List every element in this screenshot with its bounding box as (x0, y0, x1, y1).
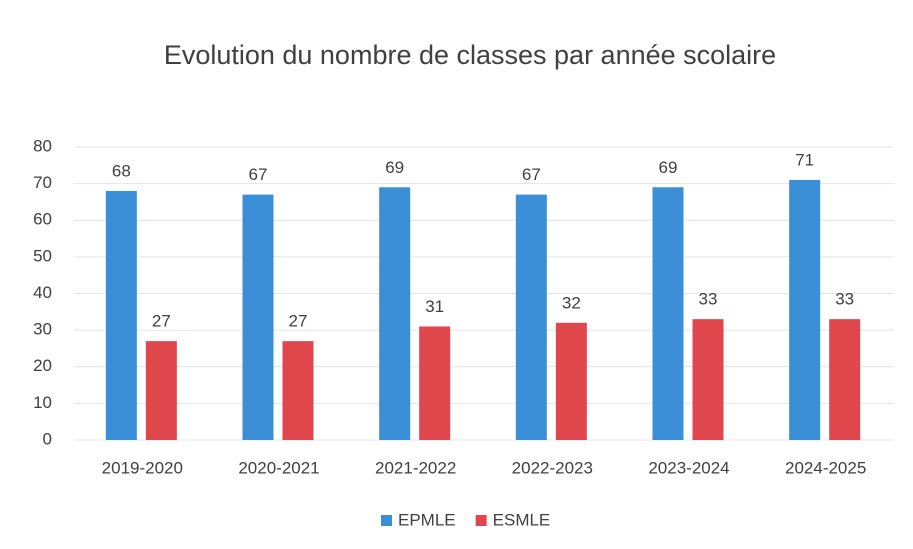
y-tick-label: 30 (33, 320, 52, 339)
data-label: 27 (289, 312, 308, 331)
data-label: 27 (152, 312, 171, 331)
y-tick-label: 50 (33, 246, 52, 265)
y-tick-label: 80 (33, 136, 52, 155)
bar (829, 319, 861, 440)
data-label: 68 (112, 161, 131, 180)
legend-label: EPMLE (398, 510, 456, 529)
x-tick-label: 2019-2020 (102, 458, 183, 477)
y-tick-label: 10 (33, 393, 52, 412)
bar (242, 194, 274, 440)
legend-swatch (381, 515, 392, 526)
x-tick-label: 2020-2021 (238, 458, 319, 477)
legend-swatch (475, 515, 487, 526)
x-tick-label: 2022-2023 (512, 458, 593, 477)
y-tick-label: 20 (33, 356, 52, 375)
bar (145, 341, 177, 440)
data-label: 33 (699, 290, 718, 309)
bar (515, 194, 547, 440)
bar (652, 187, 684, 440)
data-label: 33 (835, 290, 854, 309)
y-tick-label: 60 (33, 210, 52, 229)
data-label: 67 (522, 165, 541, 184)
x-tick-label: 2021-2022 (375, 458, 456, 477)
legend-label: ESMLE (493, 510, 551, 529)
chart-title: Evolution du nombre de classes par année… (163, 40, 777, 70)
data-label: 67 (249, 165, 268, 184)
bar (555, 322, 587, 440)
y-tick-label: 70 (33, 173, 52, 192)
x-tick-label: 2023-2024 (648, 458, 729, 477)
data-label: 71 (795, 150, 814, 169)
bar (692, 319, 724, 440)
y-tick-label: 40 (33, 283, 52, 302)
bar (419, 326, 451, 440)
bar (105, 190, 137, 440)
y-tick-label: 0 (43, 429, 52, 448)
data-label: 69 (659, 158, 678, 177)
data-label: 31 (425, 297, 444, 316)
bar (789, 179, 821, 440)
data-label: 69 (385, 158, 404, 177)
x-tick-label: 2024-2025 (785, 458, 866, 477)
bar (379, 187, 411, 440)
bar (282, 341, 314, 440)
data-label: 32 (562, 293, 581, 312)
